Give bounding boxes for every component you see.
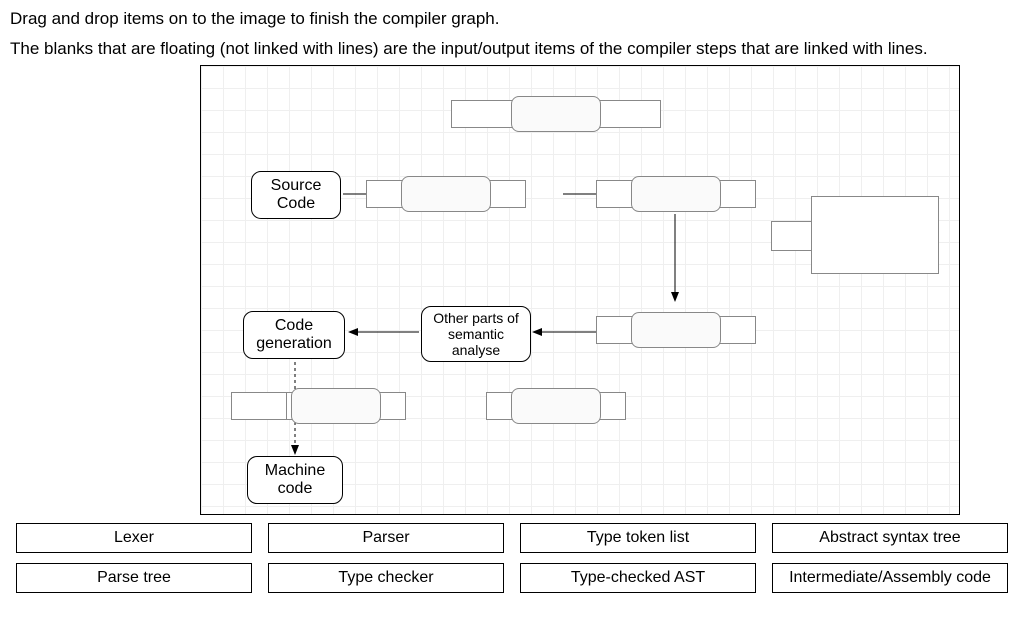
arrow-layer — [201, 66, 959, 514]
drag-item-abstract-syntax-tree[interactable]: Abstract syntax tree — [772, 523, 1008, 553]
drop-target-row1_b[interactable] — [631, 176, 721, 212]
drop-target-top_float[interactable] — [511, 96, 601, 132]
drop-target-bot_b[interactable] — [511, 388, 601, 424]
drop-target-float_r2[interactable] — [811, 196, 939, 274]
instruction-line-2: The blanks that are floating (not linked… — [10, 36, 1014, 62]
drop-target-row1_a[interactable] — [401, 176, 491, 212]
drag-item-lexer[interactable]: Lexer — [16, 523, 252, 553]
drop-target-float_bl[interactable] — [231, 392, 287, 420]
drag-item-type-checked-ast[interactable]: Type-checked AST — [520, 563, 756, 593]
instruction-line-1: Drag and drop items on to the image to f… — [10, 6, 1014, 32]
node-machine-code: Machinecode — [247, 456, 343, 504]
drag-item-type-token-list[interactable]: Type token list — [520, 523, 756, 553]
drag-item-parser[interactable]: Parser — [268, 523, 504, 553]
drag-item-parse-tree[interactable]: Parse tree — [16, 563, 252, 593]
node-code-generation: Codegeneration — [243, 311, 345, 359]
node-other-semantic: Other parts ofsemanticanalyse — [421, 306, 531, 362]
diagram-stage[interactable]: SourceCode Codegeneration Other parts of… — [200, 65, 960, 515]
drag-item-intermediate-assembly-code[interactable]: Intermediate/Assembly code — [772, 563, 1008, 593]
drag-item-type-checker[interactable]: Type checker — [268, 563, 504, 593]
drop-target-mid_right[interactable] — [631, 312, 721, 348]
drop-target-bot_a[interactable] — [291, 388, 381, 424]
drag-source-area: Lexer Parser Type token list Abstract synta… — [10, 523, 1014, 593]
node-source-code: SourceCode — [251, 171, 341, 219]
